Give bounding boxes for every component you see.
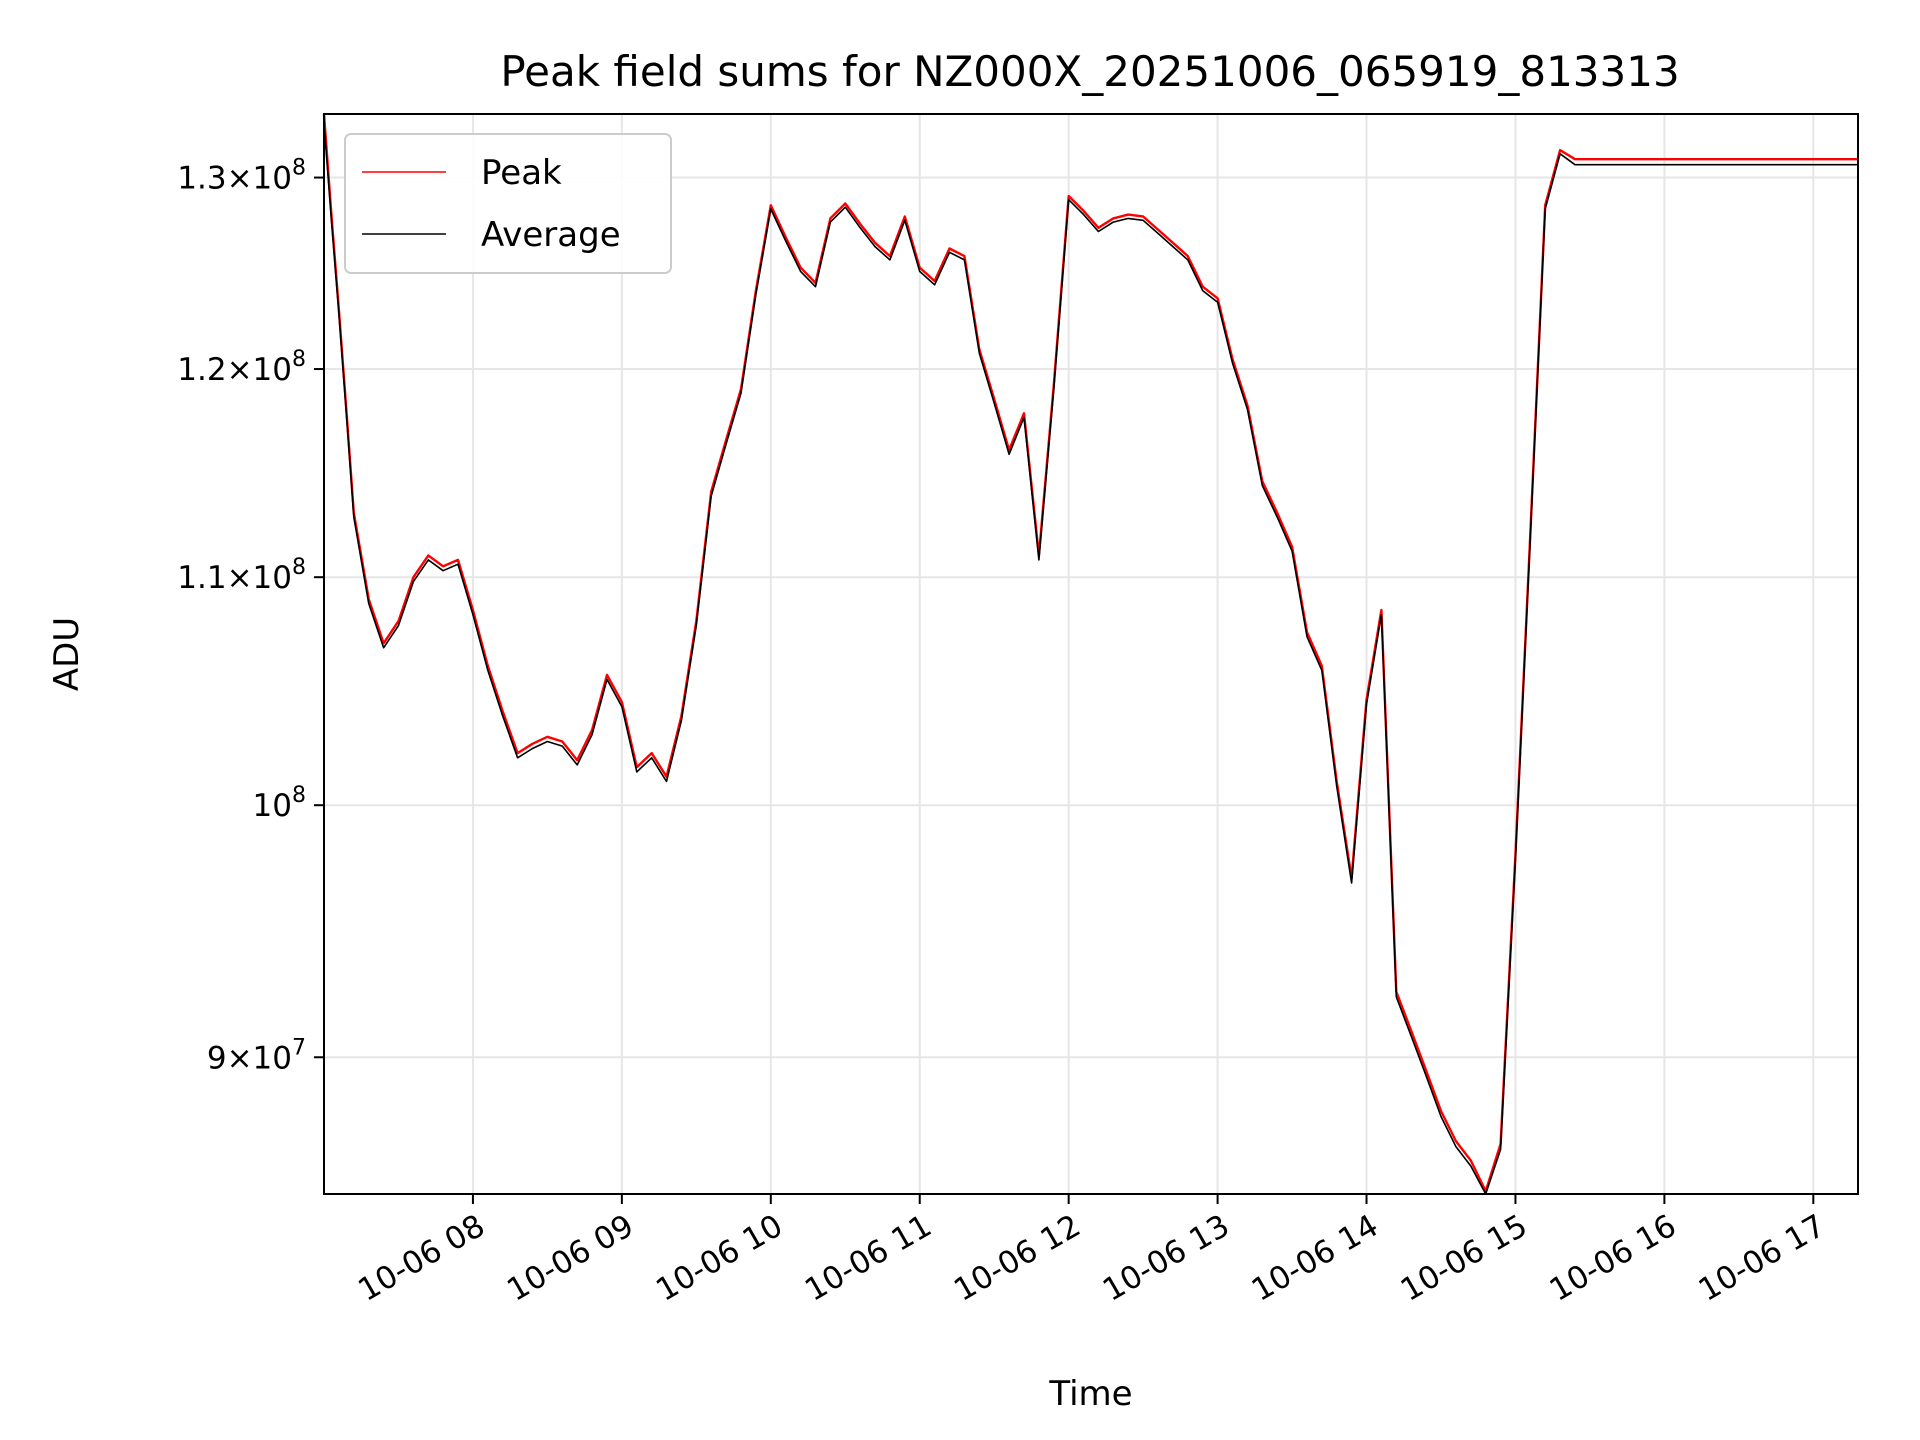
legend-label-peak: Peak xyxy=(481,153,562,193)
y-tick-label: 1.2×108 xyxy=(177,347,306,388)
y-ticks: 9×107 108 1.1×108 1.2×108 1.3×108 xyxy=(177,156,324,1076)
grid xyxy=(324,114,1858,1194)
y-tick-label: 108 xyxy=(253,783,306,824)
plot-frame xyxy=(323,113,1859,1195)
series-group xyxy=(322,113,1858,1195)
y-tick-label: 1.1×108 xyxy=(177,555,306,596)
series-line-average xyxy=(323,122,1858,1195)
series-line-peak xyxy=(322,113,1858,1193)
legend-label-average: Average xyxy=(481,215,621,255)
legend: Peak Average xyxy=(344,133,672,274)
x-axis-label: Time xyxy=(1048,1374,1132,1414)
y-tick-label: 9×107 xyxy=(207,1035,306,1076)
chart-title: Peak field sums for NZ000X_20251006_0659… xyxy=(500,47,1679,96)
legend-box xyxy=(344,133,672,274)
y-axis-label: ADU xyxy=(47,617,87,691)
y-tick-label: 1.3×108 xyxy=(177,156,306,197)
